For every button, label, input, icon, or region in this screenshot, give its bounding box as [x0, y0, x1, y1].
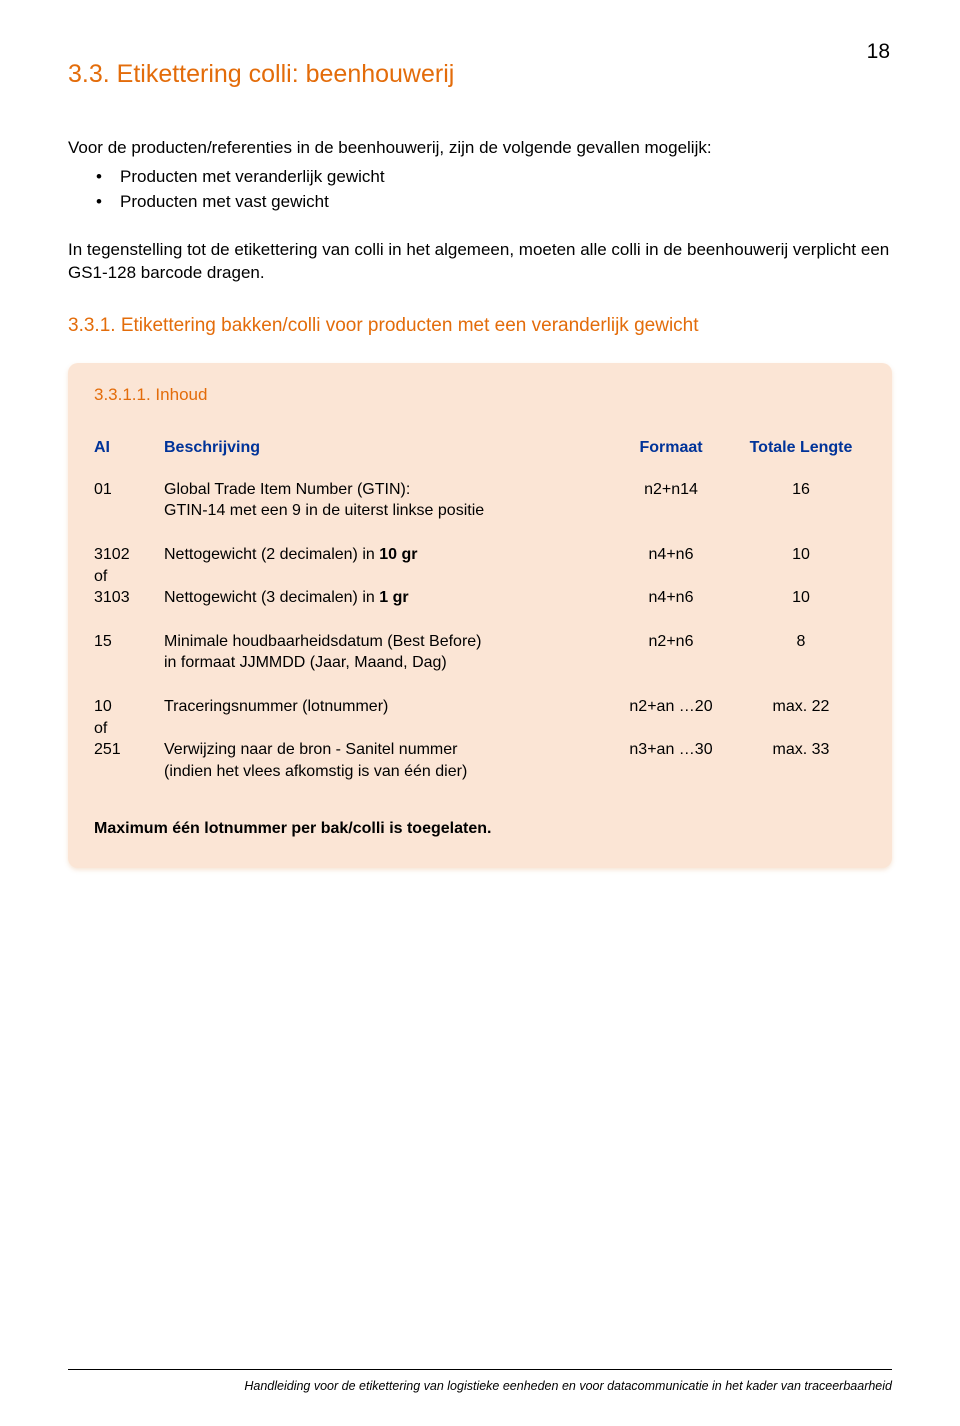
- table-row: 251Verwijzing naar de bron - Sanitel num…: [94, 739, 866, 782]
- table-cell-ai: 15: [94, 631, 164, 674]
- table-cell-len: max. 22: [736, 696, 866, 718]
- table-cell-fmt: [606, 718, 736, 740]
- table-cell-ai: of: [94, 566, 164, 588]
- page-number: 18: [867, 40, 890, 64]
- table-header-fmt: Formaat: [606, 439, 736, 479]
- page: 18 3.3. Etikettering colli: beenhouwerij…: [0, 0, 960, 1426]
- table-row: 3103Nettogewicht (3 decimalen) in 1 grn4…: [94, 587, 866, 609]
- table-cell-fmt: n3+an …30: [606, 739, 736, 782]
- footer-rule: [68, 1369, 892, 1370]
- table-cell-len: 10: [736, 587, 866, 609]
- table-row: [94, 522, 866, 544]
- table-cell-ai: 251: [94, 739, 164, 782]
- table-cell-len: max. 33: [736, 739, 866, 782]
- footer-text: Handleiding voor de etikettering van log…: [244, 1379, 892, 1393]
- table-cell-fmt: n4+n6: [606, 587, 736, 609]
- table-cell-len: [736, 718, 866, 740]
- table-cell-ai: of: [94, 718, 164, 740]
- table-cell-len: 16: [736, 479, 866, 522]
- table-cell-desc: Minimale houdbaarheidsdatum (Best Before…: [164, 631, 606, 674]
- table-header-desc: Beschrijving: [164, 439, 606, 479]
- table-cell-desc: Global Trade Item Number (GTIN):GTIN-14 …: [164, 479, 606, 522]
- table-cell-ai: 10: [94, 696, 164, 718]
- table-row: [94, 674, 866, 696]
- table-cell-len: 8: [736, 631, 866, 674]
- table-row: of: [94, 718, 866, 740]
- section-title-3-3-1: 3.3.1. Etikettering bakken/colli voor pr…: [68, 315, 892, 337]
- list-item: Producten met vast gewicht: [96, 189, 892, 215]
- table-body: 01Global Trade Item Number (GTIN):GTIN-1…: [94, 479, 866, 783]
- table-header-row: AI Beschrijving Formaat Totale Lengte: [94, 439, 866, 479]
- table-cell-desc: Traceringsnummer (lotnummer): [164, 696, 606, 718]
- table-cell-fmt: n4+n6: [606, 544, 736, 566]
- table-row: 15Minimale houdbaarheidsdatum (Best Befo…: [94, 631, 866, 674]
- intro-paragraph: Voor de producten/referenties in de been…: [68, 137, 892, 160]
- table-row: 01Global Trade Item Number (GTIN):GTIN-1…: [94, 479, 866, 522]
- list-item: Producten met veranderlijk gewicht: [96, 164, 892, 190]
- table-cell-fmt: [606, 566, 736, 588]
- table-row: 3102Nettogewicht (2 decimalen) in 10 grn…: [94, 544, 866, 566]
- table-cell-desc: Verwijzing naar de bron - Sanitel nummer…: [164, 739, 606, 782]
- table-cell-ai: 3103: [94, 587, 164, 609]
- table-cell-len: [736, 566, 866, 588]
- table-row: of: [94, 566, 866, 588]
- panel-note: Maximum één lotnummer per bak/colli is t…: [94, 820, 866, 838]
- intro-paragraph-2: In tegenstelling tot de etikettering van…: [68, 239, 892, 285]
- table-cell-fmt: n2+n6: [606, 631, 736, 674]
- table-row: [94, 609, 866, 631]
- section-title-3-3-1-1: 3.3.1.1. Inhoud: [94, 385, 866, 405]
- bullet-list: Producten met veranderlijk gewicht Produ…: [96, 164, 892, 215]
- content-table: AI Beschrijving Formaat Totale Lengte 01…: [94, 439, 866, 783]
- table-cell-desc: Nettogewicht (2 decimalen) in 10 gr: [164, 544, 606, 566]
- table-row: 10Traceringsnummer (lotnummer)n2+an …20m…: [94, 696, 866, 718]
- table-cell-fmt: n2+n14: [606, 479, 736, 522]
- table-header-ai: AI: [94, 439, 164, 479]
- section-title-3-3: 3.3. Etikettering colli: beenhouwerij: [68, 60, 892, 89]
- table-cell-ai: 01: [94, 479, 164, 522]
- content-panel: 3.3.1.1. Inhoud AI Beschrijving Formaat …: [68, 363, 892, 869]
- table-cell-fmt: n2+an …20: [606, 696, 736, 718]
- table-cell-desc: [164, 566, 606, 588]
- table-cell-desc: [164, 718, 606, 740]
- table-cell-len: 10: [736, 544, 866, 566]
- table-cell-ai: 3102: [94, 544, 164, 566]
- table-header-len: Totale Lengte: [736, 439, 866, 479]
- table-cell-desc: Nettogewicht (3 decimalen) in 1 gr: [164, 587, 606, 609]
